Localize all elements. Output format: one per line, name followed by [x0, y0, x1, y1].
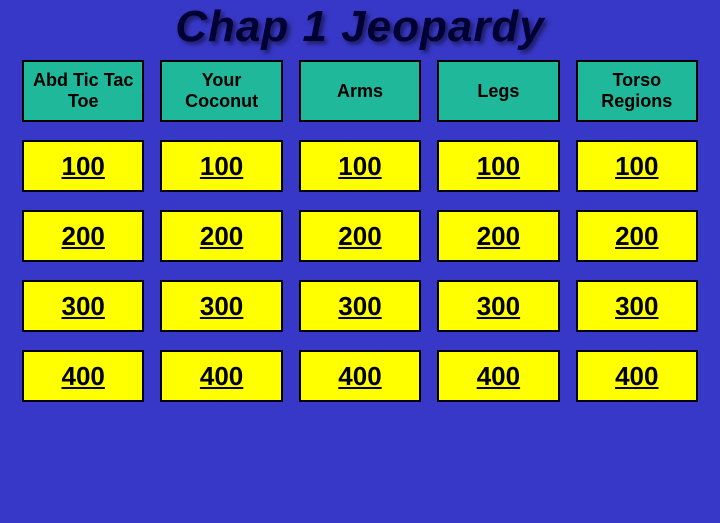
value-cell[interactable]: 300 [22, 280, 144, 332]
value-label: 300 [615, 291, 658, 322]
value-label: 200 [477, 221, 520, 252]
value-cell[interactable]: 200 [576, 210, 698, 262]
value-cell[interactable]: 300 [437, 280, 559, 332]
value-cell[interactable]: 100 [160, 140, 282, 192]
value-label: 200 [615, 221, 658, 252]
value-cell[interactable]: 300 [576, 280, 698, 332]
value-cell[interactable]: 400 [576, 350, 698, 402]
value-label: 400 [338, 361, 381, 392]
value-label: 300 [477, 291, 520, 322]
category-label: Torso Regions [582, 70, 692, 111]
value-label: 400 [615, 361, 658, 392]
value-cell[interactable]: 200 [160, 210, 282, 262]
value-label: 200 [200, 221, 243, 252]
category-header: Your Coconut [160, 60, 282, 122]
value-label: 100 [200, 151, 243, 182]
value-label: 100 [615, 151, 658, 182]
category-header: Legs [437, 60, 559, 122]
category-header: Torso Regions [576, 60, 698, 122]
value-cell[interactable]: 300 [299, 280, 421, 332]
category-label: Arms [337, 81, 383, 102]
value-cell[interactable]: 400 [22, 350, 144, 402]
value-label: 200 [338, 221, 381, 252]
value-cell[interactable]: 200 [299, 210, 421, 262]
value-cell[interactable]: 100 [299, 140, 421, 192]
value-label: 400 [62, 361, 105, 392]
jeopardy-board: Abd Tic Tac Toe Your Coconut Arms Legs T… [0, 52, 720, 402]
value-label: 300 [200, 291, 243, 322]
value-label: 100 [62, 151, 105, 182]
value-label: 400 [477, 361, 520, 392]
value-label: 100 [477, 151, 520, 182]
value-cell[interactable]: 400 [299, 350, 421, 402]
value-cell[interactable]: 100 [576, 140, 698, 192]
value-cell[interactable]: 200 [22, 210, 144, 262]
value-cell[interactable]: 100 [22, 140, 144, 192]
value-cell[interactable]: 200 [437, 210, 559, 262]
page-title: Chap 1 Jeopardy [0, 0, 720, 52]
value-label: 400 [200, 361, 243, 392]
value-cell[interactable]: 400 [160, 350, 282, 402]
value-label: 100 [338, 151, 381, 182]
category-label: Your Coconut [166, 70, 276, 111]
value-cell[interactable]: 400 [437, 350, 559, 402]
category-header: Arms [299, 60, 421, 122]
category-label: Abd Tic Tac Toe [28, 70, 138, 111]
category-header: Abd Tic Tac Toe [22, 60, 144, 122]
value-cell[interactable]: 300 [160, 280, 282, 332]
category-label: Legs [477, 81, 519, 102]
value-label: 300 [62, 291, 105, 322]
value-label: 300 [338, 291, 381, 322]
value-label: 200 [62, 221, 105, 252]
value-cell[interactable]: 100 [437, 140, 559, 192]
